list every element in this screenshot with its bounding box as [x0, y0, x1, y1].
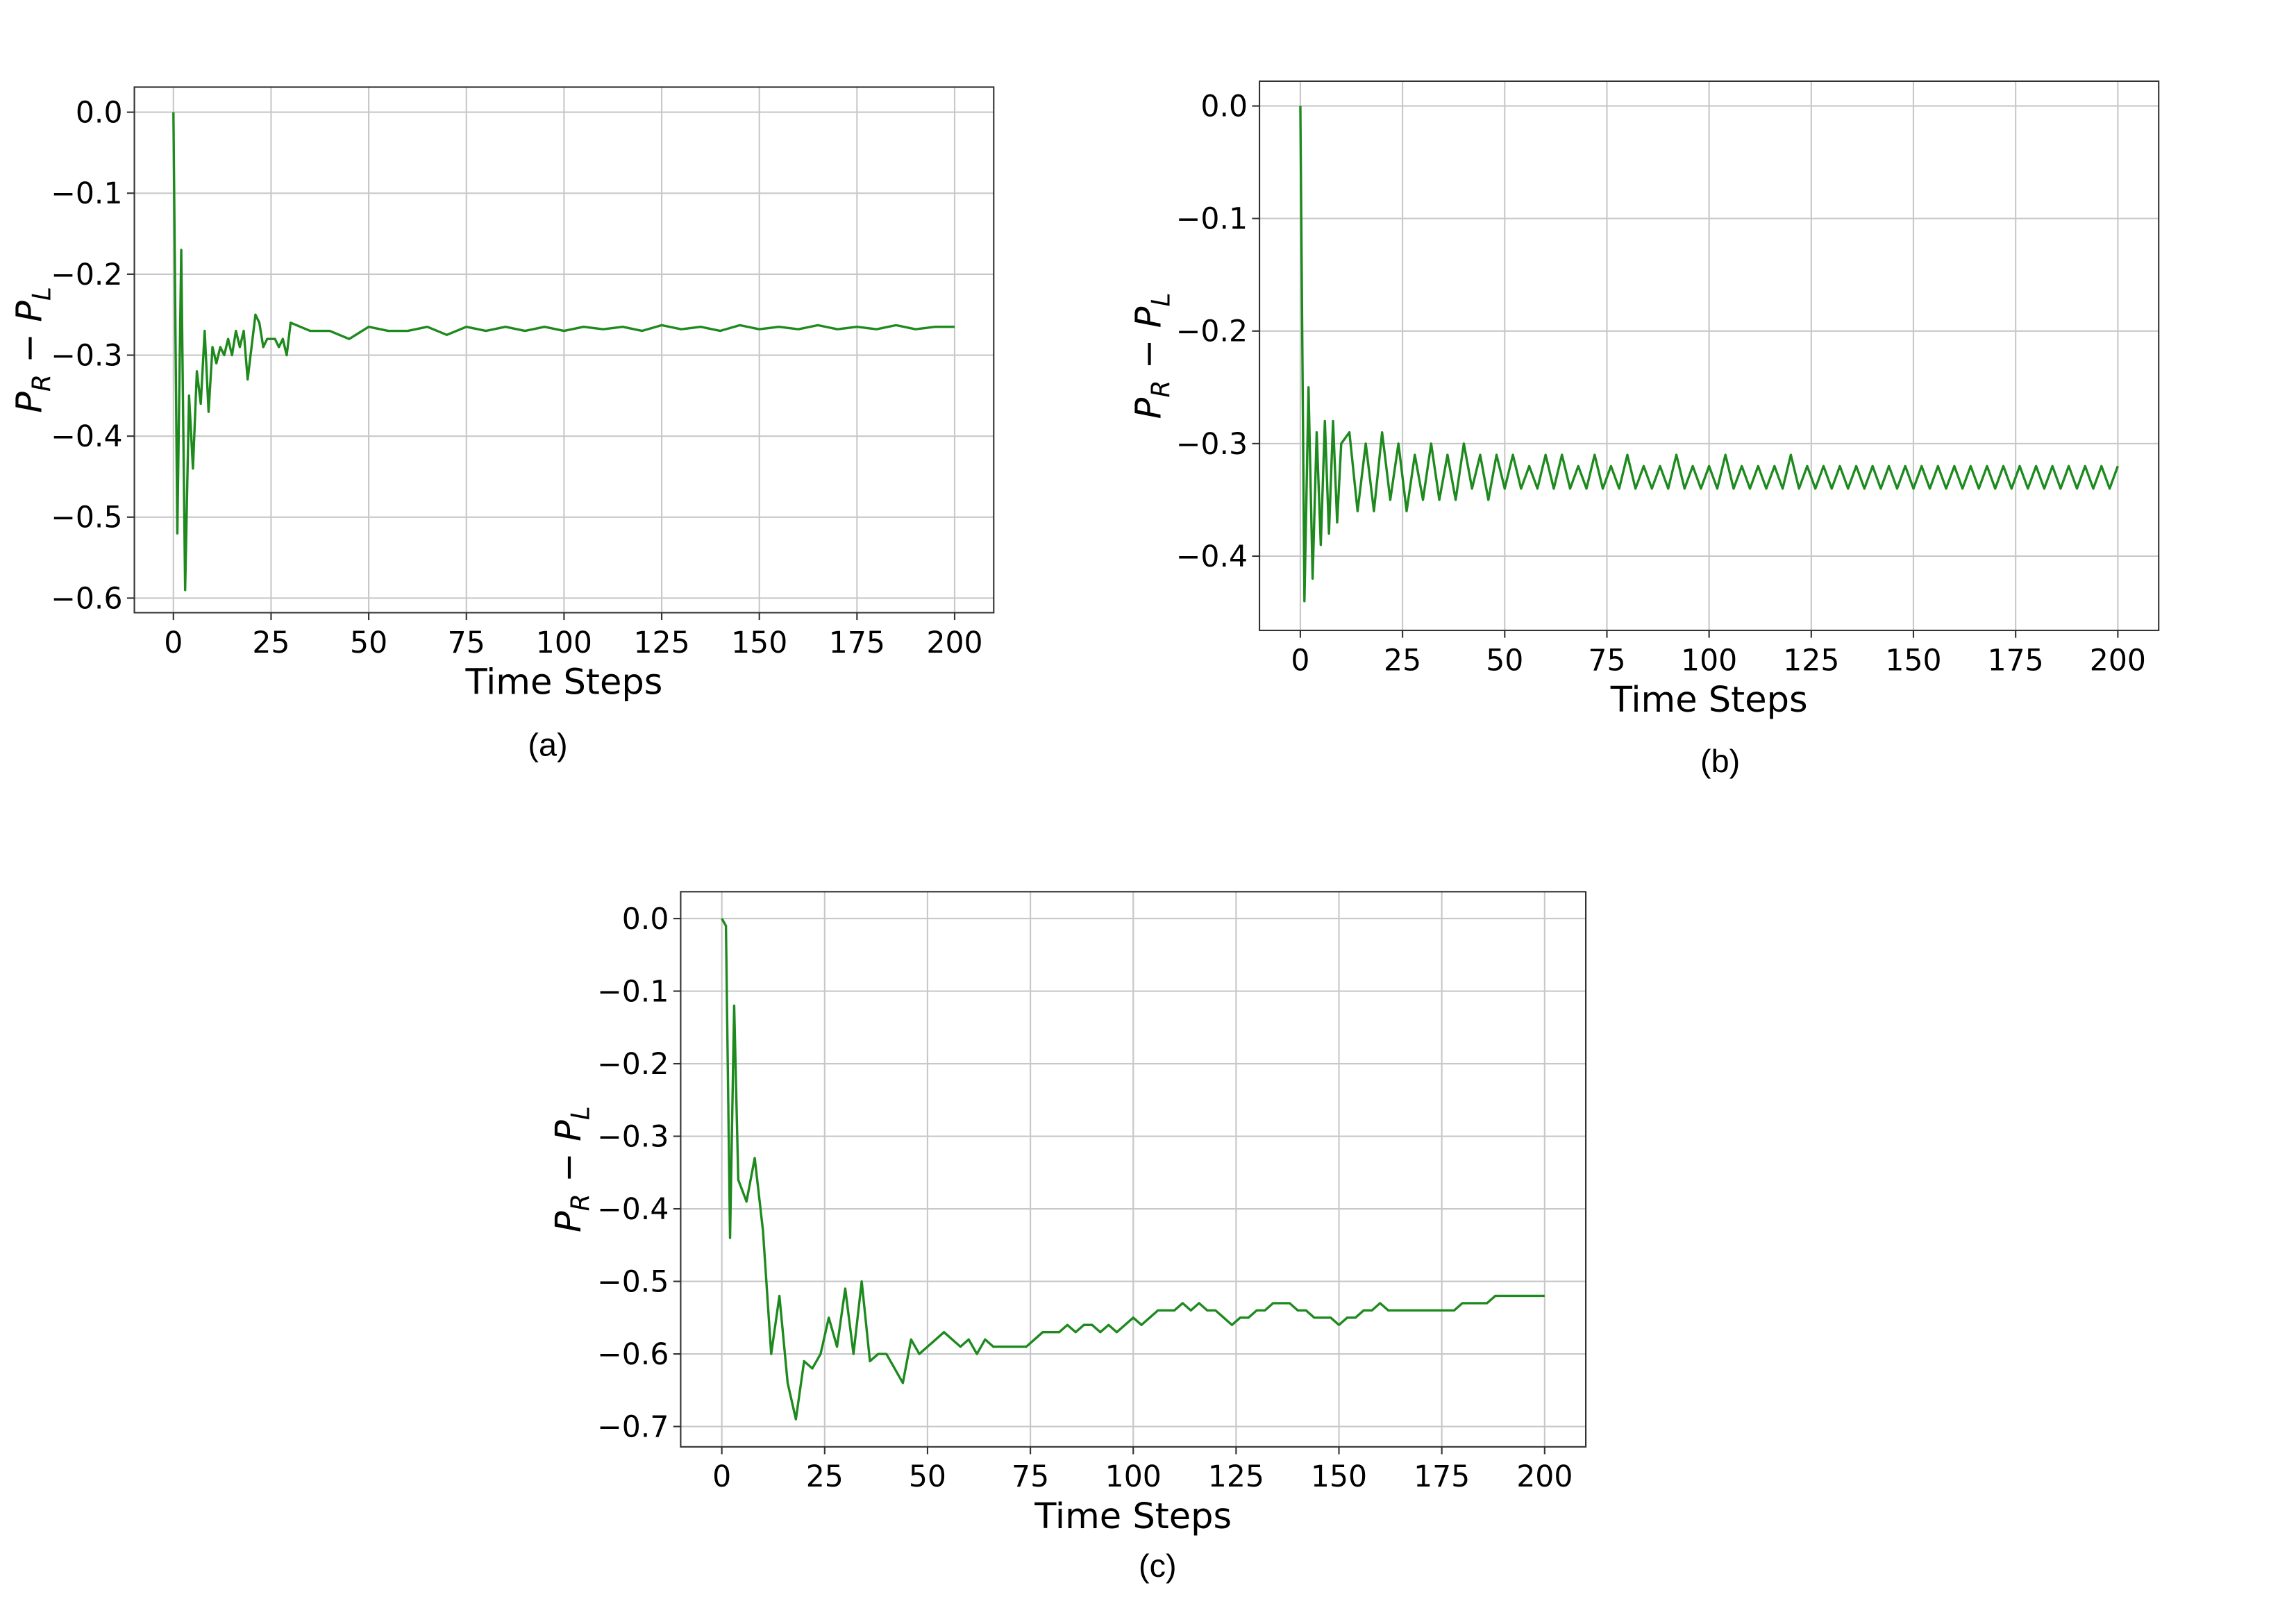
x-tick-label: 0 [1291, 644, 1309, 678]
y-axis-title: PR − PL [10, 287, 57, 413]
y-tick-label: −0.2 [597, 1048, 669, 1082]
x-tick-label: 125 [633, 626, 689, 660]
x-tick-label: 125 [1783, 644, 1839, 678]
x-tick-label: 0 [712, 1460, 731, 1494]
panel-caption: (b) [1700, 743, 1740, 779]
x-tick-label: 150 [731, 626, 787, 660]
data-line [1299, 106, 2119, 603]
y-title-part: P [1129, 397, 1170, 419]
x-tick-label: 25 [1384, 644, 1421, 678]
x-tick-label: 200 [2090, 644, 2146, 678]
y-title-part: − P [548, 1120, 589, 1194]
y-axis-title: PR − PL [1129, 292, 1176, 419]
y-tick-label: −0.6 [597, 1338, 669, 1372]
plot-frame [133, 86, 995, 614]
x-tick-label: 25 [806, 1460, 844, 1494]
panel-caption: (c) [1139, 1548, 1177, 1584]
y-title-subscript: L [1146, 292, 1175, 306]
chart-panel: 0.0 −0.1 −0.2 −0.3 −0.4 0 25 50 75 100 125 150 175 20… [1129, 80, 2160, 779]
x-tick-label: 175 [829, 626, 885, 660]
x-tick-label: 175 [1988, 644, 2044, 678]
y-tick-label: 0.0 [1200, 90, 1248, 124]
x-tick-label: 200 [926, 626, 982, 660]
y-title-subscript: L [566, 1106, 596, 1120]
x-tick-label: 25 [252, 626, 290, 660]
x-tick-label: 75 [1588, 644, 1625, 678]
x-tick-label: 100 [536, 626, 592, 660]
y-tick-label: −0.4 [51, 420, 122, 454]
x-tick-label: 50 [1486, 644, 1523, 678]
y-tick-label: −0.2 [51, 258, 122, 292]
y-tick-label: 0.0 [76, 97, 123, 131]
x-tick-label: 50 [909, 1460, 946, 1494]
x-tick-label: 175 [1414, 1460, 1470, 1494]
x-tick-label: 100 [1681, 644, 1737, 678]
y-tick-label: −0.1 [1176, 203, 1248, 237]
y-tick-label: −0.1 [597, 975, 669, 1009]
data-line [172, 112, 955, 592]
chart-panel: 0.0 −0.1 −0.2 −0.3 −0.4 −0.5 −0.6 −0.7 0 25 50 75 10… [548, 891, 1587, 1584]
data-line [721, 918, 1545, 1421]
y-tick-label: −0.3 [597, 1120, 669, 1154]
y-tick-label: −0.1 [51, 177, 122, 211]
x-tick-label: 125 [1208, 1460, 1264, 1494]
x-tick-label: 75 [448, 626, 485, 660]
y-title-subscript: L [26, 287, 56, 301]
y-title-subscript: R [1146, 380, 1175, 398]
y-title-subscript: R [26, 374, 56, 392]
panel-caption: (a) [528, 727, 567, 763]
y-tick-label: −0.6 [51, 582, 122, 616]
y-title-part: P [10, 392, 51, 413]
x-tick-label: 150 [1885, 644, 1941, 678]
y-title-part: P [548, 1211, 589, 1232]
x-tick-label: 0 [164, 626, 183, 660]
y-title-subscript: R [566, 1194, 596, 1211]
y-tick-label: −0.7 [597, 1410, 669, 1444]
y-tick-label: −0.5 [51, 501, 122, 535]
y-axis-title: PR − PL [548, 1106, 596, 1232]
y-tick-label: −0.5 [597, 1265, 669, 1299]
x-tick-label: 50 [350, 626, 387, 660]
x-tick-label: 150 [1311, 1460, 1367, 1494]
plot-frame [680, 891, 1587, 1448]
x-axis-title: Time Steps [1610, 680, 1808, 721]
chart-panel: 0.0 −0.1 −0.2 −0.3 −0.4 −0.5 −0.6 0 25 50 75 100 125… [10, 86, 995, 763]
y-title-part: − P [1129, 306, 1170, 380]
x-tick-label: 100 [1105, 1460, 1162, 1494]
y-tick-label: −0.3 [51, 339, 122, 373]
plot-frame [1259, 80, 2160, 632]
y-title-part: − P [10, 301, 51, 374]
y-tick-label: −0.3 [1176, 428, 1248, 462]
y-tick-label: −0.2 [1176, 315, 1248, 349]
x-tick-label: 75 [1012, 1460, 1049, 1494]
x-axis-title: Time Steps [464, 662, 662, 703]
y-tick-label: 0.0 [622, 903, 669, 937]
y-tick-label: −0.4 [597, 1193, 669, 1227]
x-tick-label: 200 [1516, 1460, 1573, 1494]
y-tick-label: −0.4 [1176, 540, 1248, 574]
x-axis-title: Time Steps [1034, 1496, 1232, 1537]
